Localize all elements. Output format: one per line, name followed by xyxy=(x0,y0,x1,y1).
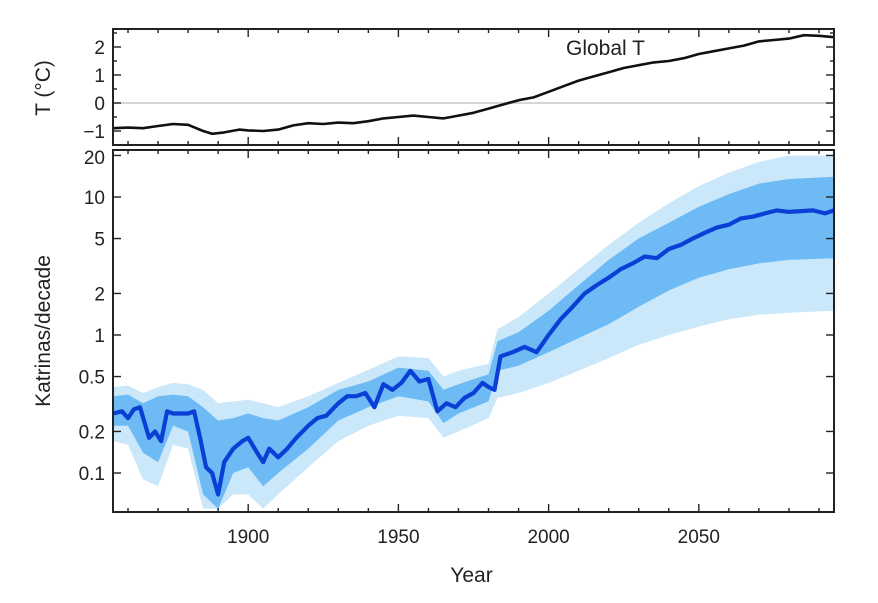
median-katrinas-line xyxy=(113,208,834,497)
x-tick-label: 2050 xyxy=(678,527,720,548)
y-tick-label: 5 xyxy=(94,230,105,251)
x-tick-label: 1950 xyxy=(377,527,419,548)
y-tick-label: 2 xyxy=(94,284,105,305)
y-tick-label: 1 xyxy=(94,66,105,87)
bottom-panel-ticks xyxy=(113,150,834,512)
y-tick-label: −1 xyxy=(83,122,105,143)
top-y-axis-title: T (°C) xyxy=(32,60,55,116)
y-tick-label: 2 xyxy=(94,38,105,59)
y-tick-label: 10 xyxy=(84,188,105,209)
x-tick-label: 1900 xyxy=(227,527,269,548)
temperature-panel: −1 0 1 2 Global T T (°C) xyxy=(32,28,835,146)
y-tick-label: 0.5 xyxy=(79,368,105,389)
global-t-annotation: Global T xyxy=(566,37,645,60)
top-panel-ticks xyxy=(113,29,834,145)
y-tick-label: 0.1 xyxy=(79,464,105,485)
x-tick-label: 2000 xyxy=(527,527,569,548)
x-axis-title: Year xyxy=(450,564,492,587)
bottom-plot-frame xyxy=(112,149,835,513)
top-plot-frame xyxy=(112,28,835,146)
global-temperature-line xyxy=(112,33,835,136)
bottom-y-axis-title: Katrinas/decade xyxy=(32,255,55,407)
y-tick-label: 1 xyxy=(94,326,105,347)
top-y-tick-labels: −1 0 1 2 xyxy=(83,38,105,143)
bottom-y-tick-labels: 0.1 0.2 0.5 1 2 5 10 20 xyxy=(79,148,105,485)
y-tick-label: 0 xyxy=(94,94,105,115)
y-tick-label: 0.2 xyxy=(79,422,105,443)
x-tick-labels: 1900 1950 2000 2050 xyxy=(227,527,720,548)
y-tick-label: 20 xyxy=(84,148,105,169)
katrinas-panel: 0.1 0.2 0.5 1 2 5 10 20 1900 1950 2000 2050 Year K… xyxy=(32,148,835,587)
